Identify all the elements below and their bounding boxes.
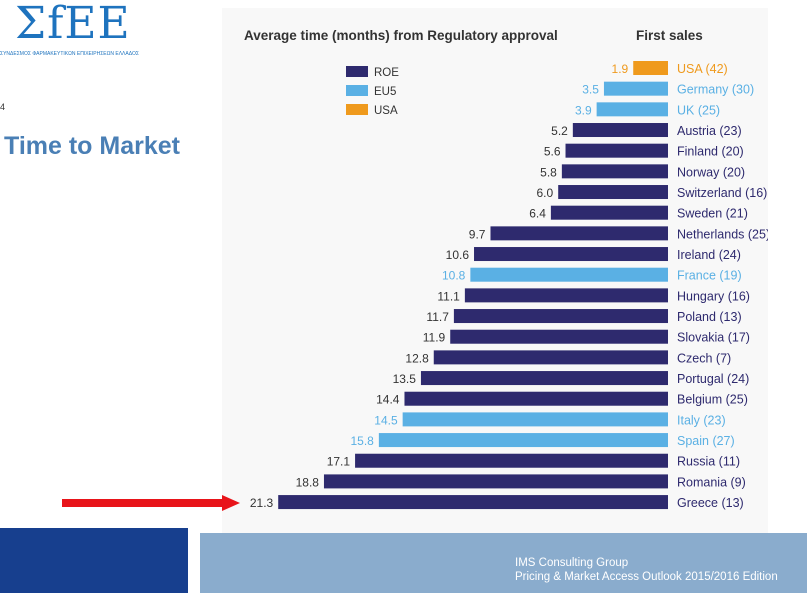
- bar: [464, 288, 668, 303]
- legend-swatch-eu5: [346, 85, 368, 96]
- category-label: Czech (7): [677, 351, 731, 365]
- data-label: 11.7: [426, 310, 449, 324]
- data-label: 3.9: [575, 103, 592, 117]
- category-label: UK (25): [677, 103, 720, 117]
- data-label: 11.1: [437, 289, 460, 303]
- data-label: 5.2: [551, 124, 568, 138]
- category-label: Hungary (16): [677, 289, 750, 303]
- category-label: Netherlands (25): [677, 227, 768, 241]
- data-label: 18.8: [296, 475, 320, 489]
- data-label: 6.0: [537, 186, 554, 200]
- legend-label-eu5: EU5: [374, 86, 396, 98]
- data-label: 14.4: [376, 393, 400, 407]
- footer-dark-block: [0, 528, 188, 593]
- slide-title: Time to Market: [4, 132, 180, 160]
- category-label: Norway (20): [677, 165, 745, 179]
- bar: [378, 433, 668, 448]
- data-label: 5.6: [544, 145, 561, 159]
- category-label: Italy (23): [677, 413, 726, 427]
- source-line-2: Pricing & Market Access Outlook 2015/201…: [515, 571, 778, 583]
- category-label: Austria (23): [677, 124, 742, 138]
- category-label: Spain (27): [677, 434, 735, 448]
- category-label: Romania (9): [677, 475, 746, 489]
- category-label: Germany (30): [677, 83, 754, 97]
- chart-title: Average time (months) from Regulatory ap…: [244, 28, 558, 43]
- category-label: Portugal (24): [677, 372, 749, 386]
- data-label: 13.5: [393, 372, 417, 386]
- bar: [420, 371, 668, 386]
- data-label: 9.7: [469, 227, 486, 241]
- category-label: Ireland (24): [677, 248, 741, 262]
- bar: [565, 143, 668, 158]
- data-label: 6.4: [529, 207, 546, 221]
- category-label: Switzerland (16): [677, 186, 767, 200]
- page-number: 4: [0, 102, 6, 112]
- category-label: Finland (20): [677, 145, 744, 159]
- data-label: 1.9: [612, 62, 629, 76]
- bar: [433, 350, 668, 365]
- category-label: Belgium (25): [677, 393, 748, 407]
- bar: [355, 453, 668, 468]
- data-label: 5.8: [540, 165, 557, 179]
- legend-label-usa: USA: [374, 105, 398, 117]
- legend-label-roe: ROE: [374, 67, 399, 79]
- bar: [603, 81, 668, 96]
- data-label: 10.8: [442, 269, 466, 283]
- bar: [558, 185, 668, 200]
- category-label: Russia (11): [677, 455, 740, 469]
- legend-swatch-usa: [346, 104, 368, 115]
- source-line-1: IMS Consulting Group: [515, 557, 629, 569]
- bar: [470, 267, 668, 282]
- bar: [490, 226, 668, 241]
- legend-swatch-roe: [346, 66, 368, 77]
- bar: [633, 61, 668, 75]
- footer-source-block: [200, 533, 807, 593]
- bar: [450, 329, 668, 344]
- data-label: 12.8: [405, 351, 429, 365]
- bar: [453, 309, 668, 324]
- data-label: 21.3: [250, 496, 274, 510]
- bar-chart: Average time (months) from Regulatory ap…: [244, 28, 768, 510]
- data-label: 14.5: [374, 413, 398, 427]
- data-label: 11.9: [423, 331, 446, 345]
- category-label: Slovakia (17): [677, 331, 750, 345]
- bar: [474, 247, 668, 262]
- bar: [550, 205, 668, 220]
- bar: [404, 391, 668, 406]
- category-label: Poland (13): [677, 310, 742, 324]
- category-label: Greece (13): [677, 496, 744, 510]
- bar: [572, 123, 668, 138]
- bar: [596, 102, 668, 117]
- logo-subtitle: ΣΥΝΔΕΣΜΟΣ ΦΑΡΜΑΚΕΥΤΙΚΩΝ ΕΠΙΧΕΙΡΗΣΕΩΝ ΕΛΛ…: [0, 51, 139, 57]
- red-arrow-icon: [62, 495, 240, 511]
- data-label: 17.1: [327, 455, 351, 469]
- bar: [278, 495, 668, 510]
- category-label: France (19): [677, 269, 742, 283]
- bar: [561, 164, 668, 179]
- data-label: 15.8: [351, 434, 375, 448]
- category-label: USA (42): [677, 62, 728, 76]
- sfee-logo: ΣfEE: [15, 0, 131, 49]
- bar: [323, 474, 668, 489]
- data-label: 10.6: [446, 248, 470, 262]
- category-label: Sweden (21): [677, 207, 748, 221]
- chart-title-right: First sales: [636, 28, 703, 43]
- chart-panel: Average time (months) from Regulatory ap…: [222, 8, 768, 533]
- data-label: 3.5: [582, 83, 599, 97]
- bar: [402, 412, 668, 427]
